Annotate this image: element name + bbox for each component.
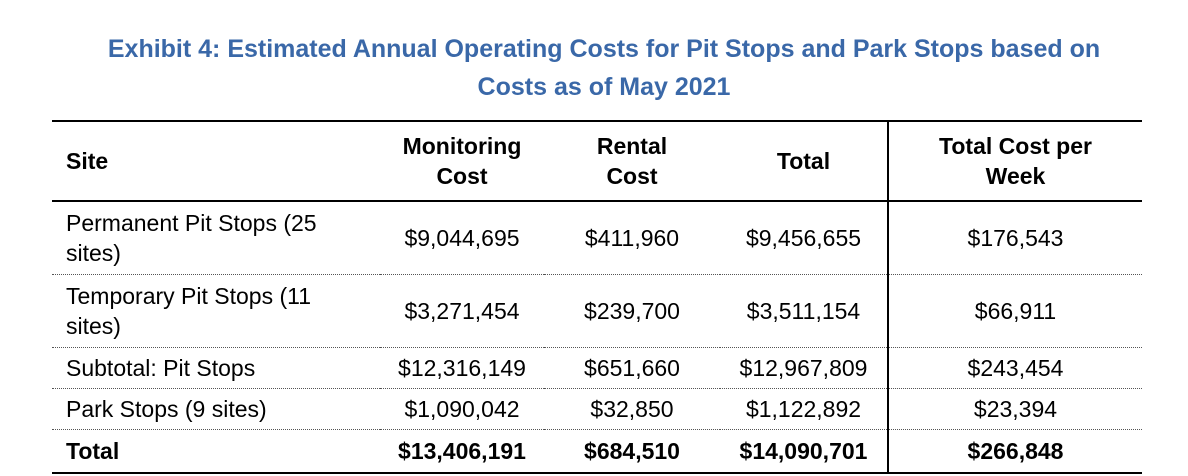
row-monitoring-cost: $12,316,149 bbox=[380, 347, 544, 389]
table-total-row: Total $13,406,191 $684,510 $14,090,701 $… bbox=[52, 429, 1142, 474]
row-total: $12,967,809 bbox=[720, 347, 888, 389]
row-monitoring-cost: $1,090,042 bbox=[380, 388, 544, 430]
row-site-subtotal-pit-stops: Subtotal: Pit Stops bbox=[52, 347, 380, 389]
row-site-permanent-pit-stops: Permanent Pit Stops (25 sites) bbox=[52, 201, 380, 275]
row-cost-per-week: $266,848 bbox=[887, 429, 1142, 474]
table-row: Subtotal: Pit Stops $12,316,149 $651,660… bbox=[52, 347, 1142, 389]
row-total: $9,456,655 bbox=[720, 201, 888, 275]
header-total: Total bbox=[776, 148, 831, 174]
row-monitoring-cost: $13,406,191 bbox=[380, 429, 544, 474]
row-cost-per-week: $176,543 bbox=[887, 201, 1142, 275]
row-rental-cost: $411,960 bbox=[544, 201, 720, 275]
row-site-total: Total bbox=[52, 429, 380, 474]
row-site-park-stops: Park Stops (9 sites) bbox=[52, 388, 380, 430]
row-total: $3,511,154 bbox=[720, 274, 888, 348]
table-row: Permanent Pit Stops (25 sites) $9,044,69… bbox=[52, 201, 1142, 275]
row-cost-per-week: $243,454 bbox=[887, 347, 1142, 389]
exhibit-title: Exhibit 4: Estimated Annual Operating Co… bbox=[0, 30, 1188, 106]
row-total: $1,122,892 bbox=[720, 388, 888, 430]
row-rental-cost: $239,700 bbox=[544, 274, 720, 348]
row-rental-cost: $32,850 bbox=[544, 388, 720, 430]
row-monitoring-cost: $9,044,695 bbox=[380, 201, 544, 275]
table-row: Park Stops (9 sites) $1,090,042 $32,850 … bbox=[52, 388, 1142, 430]
operating-costs-table: Site Monitoring Cost Rental Cost Total T… bbox=[52, 120, 1142, 474]
row-monitoring-cost: $3,271,454 bbox=[380, 274, 544, 348]
row-site-temporary-pit-stops: Temporary Pit Stops (11 sites) bbox=[52, 274, 380, 348]
exhibit-title-line-2: Costs as of May 2021 bbox=[477, 73, 731, 101]
row-cost-per-week: $23,394 bbox=[887, 388, 1142, 430]
row-rental-cost: $684,510 bbox=[544, 429, 720, 474]
row-rental-cost: $651,660 bbox=[544, 347, 720, 389]
header-monitoring-cost: Monitoring Cost bbox=[402, 133, 522, 189]
table-header-row: Site Monitoring Cost Rental Cost Total T… bbox=[52, 121, 1142, 201]
row-total: $14,090,701 bbox=[720, 429, 888, 474]
row-cost-per-week: $66,911 bbox=[887, 274, 1142, 348]
exhibit-title-line-1: Exhibit 4: Estimated Annual Operating Co… bbox=[107, 35, 1101, 63]
table-row: Temporary Pit Stops (11 sites) $3,271,45… bbox=[52, 274, 1142, 348]
header-rental-cost: Rental Cost bbox=[596, 133, 668, 189]
header-total-cost-per-week: Total Cost per Week bbox=[887, 121, 1142, 201]
header-site: Site bbox=[66, 148, 109, 174]
